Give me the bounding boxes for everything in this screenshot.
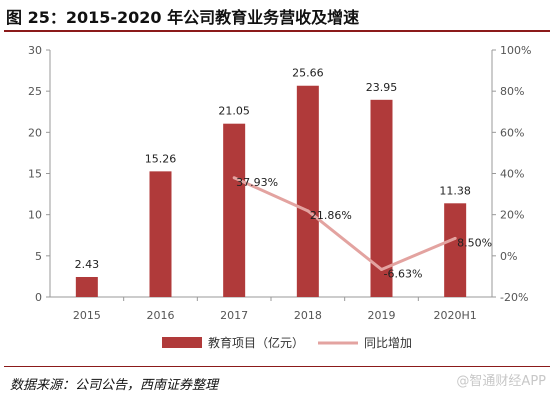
title-divider bbox=[4, 30, 550, 32]
x-tick-label: 2015 bbox=[73, 309, 101, 322]
bar bbox=[296, 85, 319, 297]
line-value-label: 8.50% bbox=[457, 236, 492, 249]
footer-divider bbox=[4, 366, 550, 367]
left-tick-label: 10 bbox=[28, 209, 42, 222]
right-tick-label: 40% bbox=[500, 168, 524, 181]
right-tick-label: 80% bbox=[500, 85, 524, 98]
right-tick-label: 60% bbox=[500, 126, 524, 139]
bar bbox=[75, 276, 98, 297]
bar-series bbox=[75, 85, 467, 298]
x-tick-label: 2019 bbox=[368, 309, 396, 322]
x-tick-label: 2017 bbox=[220, 309, 248, 322]
line-point bbox=[453, 236, 457, 240]
legend: 教育项目（亿元） 同比增加 bbox=[162, 335, 412, 350]
line-point bbox=[232, 176, 236, 180]
right-tick-label: 100% bbox=[500, 44, 531, 57]
legend-bar-label: 教育项目（亿元） bbox=[208, 335, 304, 350]
line-value-label: 21.86% bbox=[310, 209, 352, 222]
bar-value-label: 2.43 bbox=[75, 258, 100, 271]
left-tick-label: 5 bbox=[35, 250, 42, 263]
left-tick-label: 30 bbox=[28, 44, 42, 57]
source-note: 数据来源：公司公告，西南证券整理 bbox=[10, 378, 219, 393]
left-tick-label: 15 bbox=[28, 168, 42, 181]
bar bbox=[370, 99, 393, 297]
growth-line bbox=[233, 176, 456, 271]
line-point bbox=[306, 209, 310, 213]
bar-value-label: 21.05 bbox=[218, 105, 250, 118]
x-tick-label: 2016 bbox=[147, 309, 175, 322]
x-tick-label: 2020H1 bbox=[434, 309, 477, 322]
bar-value-label: 15.26 bbox=[145, 152, 177, 165]
bar-value-label: 23.95 bbox=[366, 81, 398, 94]
bar-value-label: 11.38 bbox=[439, 184, 471, 197]
right-tick-label: 0% bbox=[500, 250, 517, 263]
right-tick-label: 20% bbox=[500, 209, 524, 222]
left-tick-label: 20 bbox=[28, 126, 42, 139]
bar-value-label: 25.66 bbox=[292, 67, 324, 80]
x-tick-label: 2018 bbox=[294, 309, 322, 322]
watermark: @智通财经APP bbox=[456, 374, 546, 389]
left-tick-label: 25 bbox=[28, 85, 42, 98]
line-value-label: -6.63% bbox=[384, 267, 423, 280]
bar bbox=[444, 203, 467, 297]
right-tick-label: -20% bbox=[500, 291, 528, 304]
line-value-label: 37.93% bbox=[236, 176, 278, 189]
data-labels: 2.43 15.26 21.05 25.66 23.95 11.38 37.93% 21.86… bbox=[75, 67, 493, 281]
line-point bbox=[380, 267, 383, 271]
chart: 0 5 10 15 20 25 30 -20% 0% 20% 40% 60% 80% 100% 2015 20… bbox=[28, 44, 531, 350]
legend-line-label: 同比增加 bbox=[364, 336, 412, 350]
legend-bar-swatch bbox=[162, 337, 202, 348]
line-series bbox=[232, 176, 457, 271]
bar bbox=[149, 171, 172, 297]
bar bbox=[223, 123, 246, 298]
chart-title: 图 25：2015-2020 年公司教育业务营收及增速 bbox=[6, 8, 360, 27]
left-tick-label: 0 bbox=[35, 291, 42, 304]
axes: 0 5 10 15 20 25 30 -20% 0% 20% 40% 60% 80% 100% 2015 20… bbox=[28, 44, 531, 322]
